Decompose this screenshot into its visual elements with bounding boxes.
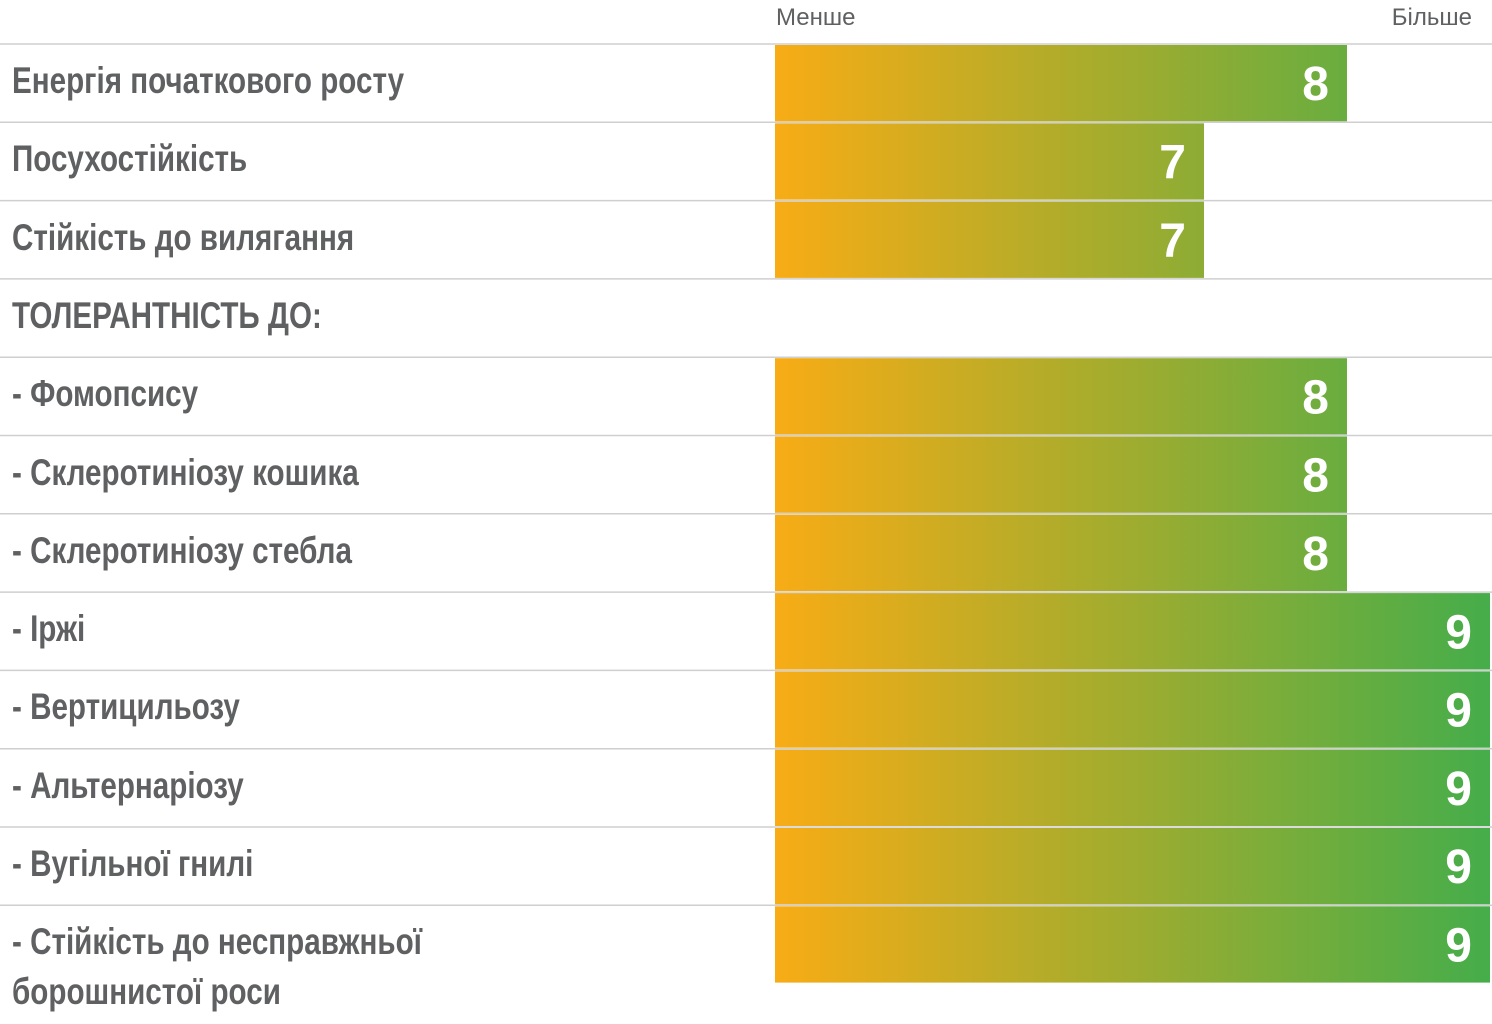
bar [775, 436, 1347, 513]
category-label: ТОЛЕРАНТНІСТЬ ДО: [12, 294, 322, 336]
value-label: 8 [1302, 528, 1329, 581]
value-label: 9 [1445, 763, 1472, 816]
value-label: 9 [1445, 685, 1472, 738]
low-label: Менше [776, 4, 856, 31]
value-label: 9 [1445, 841, 1472, 894]
category-label: - Вертицильозу [12, 686, 240, 728]
bar [775, 749, 1490, 826]
bar [775, 828, 1490, 905]
category-label: - Склеротиніозу стебла [12, 529, 352, 571]
value-label: 8 [1302, 450, 1329, 503]
category-label: - Іржі [12, 608, 86, 650]
bar [775, 593, 1490, 670]
value-label: 7 [1159, 215, 1186, 268]
bar [775, 671, 1490, 748]
category-label: - Фомопсису [12, 373, 199, 415]
category-label: - Вугільної гнилі [12, 843, 254, 884]
category-label: Посухостійкість [12, 138, 248, 180]
category-label: - Альтернаріозу [12, 764, 244, 806]
value-label: 9 [1445, 606, 1472, 659]
bar [775, 358, 1347, 435]
bar [775, 45, 1347, 122]
category-label: Стійкість до вилягання [12, 216, 355, 258]
value-label: 8 [1302, 371, 1329, 424]
high-label: Більше [1391, 4, 1472, 31]
bar [775, 123, 1204, 200]
value-label: 8 [1302, 58, 1329, 111]
bar [775, 201, 1204, 278]
bar [775, 906, 1490, 983]
category-label: - Стійкість до несправжньої борошнистої … [12, 921, 422, 1013]
value-label: 9 [1445, 919, 1472, 972]
bar [775, 514, 1347, 592]
value-label: 7 [1159, 136, 1186, 189]
category-label: - Склеротиніозу кошика [12, 451, 359, 493]
category-label: Енергія початкового росту [12, 60, 405, 101]
